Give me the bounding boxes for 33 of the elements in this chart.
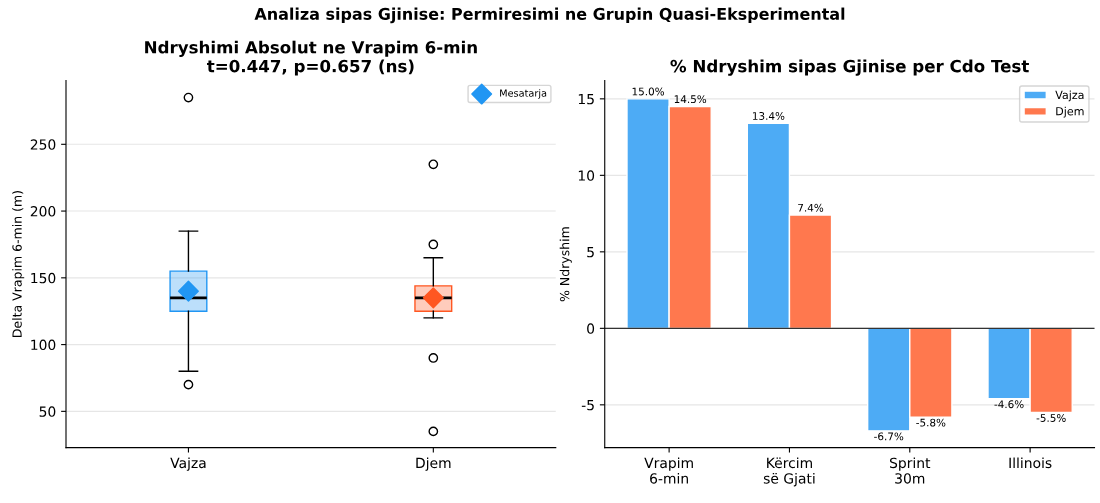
x-tick-label: Djem (416, 457, 451, 471)
x-tick-label: Sprint 30m (889, 457, 931, 484)
legend-label: Mesatarja (500, 89, 547, 99)
legend-label: Djem (1056, 106, 1084, 118)
y-tick-label: 200 (30, 206, 56, 217)
data-label: 7.4% (798, 203, 824, 212)
legend-label: Vajza (1055, 90, 1084, 102)
y-tick-label: 100 (31, 339, 56, 351)
text: Analiza sipas Gjinise: Permiresimi ne Grupin Quasi-Eksperimental (254, 7, 845, 24)
y-tick-label: -5 (581, 399, 594, 411)
y-tick-label: 50 (39, 406, 56, 417)
data-label: -5.8% (916, 418, 946, 427)
chart-subtitle: t=0.447, p=0.657 (ns) (206, 59, 414, 76)
y-tick-label: 10 (578, 170, 595, 181)
y-tick-label: 250 (30, 139, 56, 150)
y-axis-title: % Ndryshim (559, 227, 572, 302)
chart-title: % Ndryshim sipas Gjinise per Cdo Test (670, 59, 1029, 76)
x-tick-label: Vajza (170, 457, 206, 471)
x-tick-label: Vrapim 6-min (644, 457, 693, 484)
data-label: 14.5% (674, 95, 707, 104)
y-tick-label: 150 (31, 272, 56, 284)
data-label: -6.7% (874, 432, 904, 441)
data-label: 13.4% (752, 112, 785, 120)
data-label: -5.5% (1036, 414, 1066, 422)
data-label: -4.6% (994, 400, 1024, 409)
y-tick-label: 5 (587, 246, 594, 258)
chart-title: Ndryshimi Absolut ne Vrapim 6-min (145, 40, 477, 57)
y-tick-label: 0 (587, 323, 595, 334)
x-tick-label: Illinois (1009, 457, 1052, 469)
y-tick-label: 15 (578, 93, 594, 105)
x-tick-label: Kërcim së Gjati (763, 457, 815, 487)
data-label: 15.0% (632, 87, 665, 96)
y-axis-title: Delta Vrapim 6-min (m) (12, 191, 25, 337)
